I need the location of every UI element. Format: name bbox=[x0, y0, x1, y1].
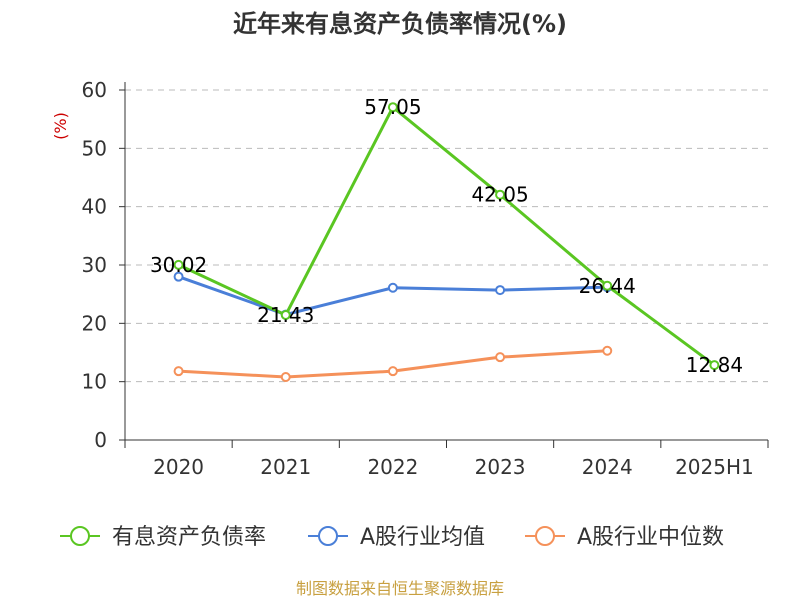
series-2-point-2024 bbox=[602, 345, 613, 356]
series-1-point-2022 bbox=[387, 282, 398, 293]
legend-marker-2 bbox=[535, 526, 555, 546]
legend-label-2: A股行业中位数 bbox=[577, 525, 724, 550]
series-0-point-2022 bbox=[387, 102, 398, 113]
series-0-point-2023 bbox=[495, 189, 506, 200]
x-tick-label-2021: 2021 bbox=[260, 455, 311, 479]
data-label-2025H1: 12.84 bbox=[686, 353, 743, 377]
x-tick-label-2025H1: 2025H1 bbox=[675, 455, 754, 479]
y-tick-label-10: 10 bbox=[82, 370, 107, 394]
grid-lines bbox=[125, 89, 768, 383]
legend: 有息资产负债率 A股行业均值 A股行业中位数 bbox=[60, 525, 724, 550]
y-tick-label-20: 20 bbox=[82, 311, 107, 335]
series-line-0 bbox=[177, 105, 716, 367]
y-tick-label-60: 60 bbox=[82, 78, 107, 102]
series-0-point-2021 bbox=[280, 309, 291, 320]
y-tick-label-30: 30 bbox=[82, 253, 107, 277]
series-0-point-2025H1 bbox=[709, 360, 720, 371]
source-note: 制图数据来自恒生聚源数据库 bbox=[296, 579, 504, 598]
data-labels: 30.02 21.43 57.05 42.05 26.44 12.84 bbox=[150, 95, 743, 377]
y-tick-label-0: 0 bbox=[94, 428, 107, 452]
series-1-point-2020 bbox=[173, 271, 184, 282]
series bbox=[173, 102, 720, 382]
data-label-2021: 21.43 bbox=[257, 303, 314, 327]
legend-label-0: 有息资产负债率 bbox=[112, 525, 266, 550]
x-tick-label-2022: 2022 bbox=[367, 455, 418, 479]
legend-marker-0 bbox=[70, 526, 90, 546]
data-label-2020: 30.02 bbox=[150, 253, 207, 277]
data-label-2023: 42.05 bbox=[471, 183, 528, 207]
series-0-point-2024 bbox=[602, 280, 613, 291]
legend-marker-1 bbox=[318, 526, 338, 546]
axes: 0 10 20 30 40 50 60 2020 2021 2022 2023 2024 2025H1 bbox=[82, 78, 769, 479]
series-1-point-2023 bbox=[495, 285, 506, 296]
series-2-point-2020 bbox=[173, 366, 184, 377]
series-0-point-2020 bbox=[173, 259, 184, 270]
x-tick-label-2020: 2020 bbox=[153, 455, 204, 479]
series-2-point-2021 bbox=[280, 372, 291, 382]
x-tick-label-2024: 2024 bbox=[582, 455, 633, 479]
y-tick-label-40: 40 bbox=[82, 195, 107, 219]
y-tick-label-50: 50 bbox=[82, 136, 107, 160]
y-axis-unit: (%) bbox=[51, 112, 70, 140]
series-2-point-2023 bbox=[495, 352, 506, 363]
data-label-2024: 26.44 bbox=[579, 274, 636, 298]
data-label-2022: 57.05 bbox=[364, 95, 421, 119]
series-2-point-2022 bbox=[387, 366, 398, 377]
legend-label-1: A股行业均值 bbox=[360, 525, 485, 550]
x-tick-label-2023: 2023 bbox=[475, 455, 526, 479]
chart-title: 近年来有息资产负债率情况(%) bbox=[233, 10, 567, 38]
